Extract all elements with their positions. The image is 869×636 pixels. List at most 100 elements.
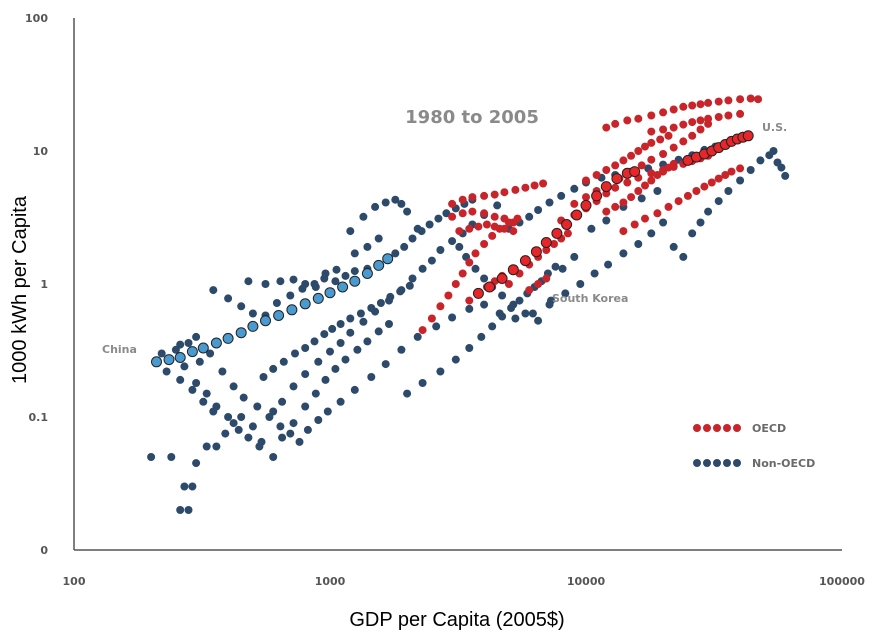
point-oecd-5 bbox=[458, 269, 467, 278]
point-oecd-51 bbox=[602, 123, 611, 132]
point-oecd-141 bbox=[525, 286, 534, 295]
point-oecd-14 bbox=[458, 195, 467, 204]
highlight-point-south-korea-10 bbox=[580, 199, 592, 211]
point-non-oecd-80 bbox=[286, 429, 295, 438]
y-tick-label-3: 10 bbox=[33, 145, 49, 158]
highlight-point-china-8 bbox=[247, 320, 259, 332]
point-oecd-60 bbox=[696, 100, 705, 109]
point-oecd-69 bbox=[669, 123, 678, 132]
point-oecd-135 bbox=[563, 229, 572, 238]
point-oecd-49 bbox=[696, 125, 705, 134]
point-non-oecd-205 bbox=[209, 407, 218, 416]
point-non-oecd-4 bbox=[180, 482, 189, 491]
point-oecd-136 bbox=[465, 296, 474, 305]
point-oecd-94 bbox=[641, 214, 649, 223]
y-tick-labels: 0 0.1 1 10 100 bbox=[25, 12, 48, 557]
point-oecd-44 bbox=[647, 155, 656, 164]
point-non-oecd-108 bbox=[679, 252, 688, 261]
point-non-oecd-162 bbox=[328, 324, 337, 333]
point-non-oecd-103 bbox=[619, 249, 628, 258]
point-oecd-25 bbox=[468, 207, 477, 216]
point-oecd-38 bbox=[582, 193, 590, 202]
point-non-oecd-94 bbox=[480, 300, 489, 309]
y-tick-label-2: 1 bbox=[40, 278, 48, 291]
point-non-oecd-208 bbox=[403, 389, 412, 398]
point-non-oecd-59 bbox=[331, 277, 340, 286]
point-non-oecd-49 bbox=[209, 286, 218, 295]
y-tick-label-1: 0.1 bbox=[29, 411, 49, 424]
point-oecd-110 bbox=[634, 187, 643, 195]
highlight-point-china-12 bbox=[299, 298, 311, 310]
x-tick-label-0: 100 bbox=[63, 575, 86, 588]
point-oecd-21 bbox=[530, 181, 539, 190]
point-non-oecd-141 bbox=[244, 433, 253, 442]
point-non-oecd-147 bbox=[311, 389, 320, 398]
point-oecd-142 bbox=[534, 280, 543, 288]
point-non-oecd-194 bbox=[602, 216, 611, 225]
x-tick-labels: 100 1000 10000 100000 bbox=[63, 575, 866, 588]
point-oecd-19 bbox=[511, 185, 520, 194]
point-non-oecd-176 bbox=[434, 214, 443, 223]
highlight-point-south-korea-2 bbox=[496, 273, 508, 284]
point-non-oecd-122 bbox=[534, 206, 543, 214]
point-non-oecd-38 bbox=[346, 227, 355, 236]
point-non-oecd-140 bbox=[234, 425, 243, 434]
point-non-oecd-188 bbox=[521, 309, 530, 318]
point-non-oecd-48 bbox=[374, 234, 383, 243]
legend-marker-oecd-2 bbox=[713, 424, 721, 432]
point-non-oecd-93 bbox=[465, 304, 474, 313]
point-non-oecd-160 bbox=[310, 337, 319, 346]
point-non-oecd-166 bbox=[367, 304, 376, 312]
point-non-oecd-39 bbox=[359, 212, 368, 221]
point-oecd-2 bbox=[436, 302, 445, 311]
point-non-oecd-172 bbox=[400, 242, 409, 251]
point-non-oecd-184 bbox=[480, 274, 489, 283]
point-non-oecd-165 bbox=[356, 309, 365, 318]
point-non-oecd-192 bbox=[570, 252, 579, 261]
point-oecd-71 bbox=[688, 118, 697, 127]
legend: OECD Non-OECD bbox=[693, 422, 815, 470]
point-non-oecd-207 bbox=[195, 357, 204, 366]
point-non-oecd-82 bbox=[303, 425, 312, 434]
legend-marker-non-oecd-3 bbox=[723, 459, 731, 467]
point-oecd-56 bbox=[659, 108, 668, 117]
legend-marker-non-oecd-2 bbox=[713, 459, 721, 467]
point-non-oecd-76 bbox=[239, 393, 248, 402]
point-non-oecd-149 bbox=[331, 364, 340, 373]
point-non-oecd-55 bbox=[286, 291, 295, 300]
point-oecd-34 bbox=[490, 222, 499, 231]
point-oecd-45 bbox=[659, 150, 668, 158]
point-non-oecd-1 bbox=[167, 453, 176, 461]
highlight-point-china-10 bbox=[273, 310, 285, 321]
point-non-oecd-81 bbox=[295, 437, 304, 446]
x-tick-label-1: 1000 bbox=[315, 575, 346, 588]
point-non-oecd-119 bbox=[781, 171, 790, 180]
point-oecd-99 bbox=[692, 187, 701, 195]
legend-marker-oecd-4 bbox=[733, 424, 741, 432]
point-oecd-75 bbox=[724, 111, 733, 120]
point-oecd-125 bbox=[647, 138, 656, 147]
point-non-oecd-146 bbox=[301, 402, 310, 411]
point-non-oecd-199 bbox=[171, 345, 180, 354]
point-non-oecd-198 bbox=[157, 349, 166, 358]
point-oecd-73 bbox=[704, 114, 713, 123]
point-non-oecd-100 bbox=[576, 280, 585, 288]
point-oecd-26 bbox=[480, 209, 489, 218]
point-non-oecd-193 bbox=[587, 224, 596, 233]
scatter-clouds bbox=[147, 94, 790, 514]
point-oecd-7 bbox=[471, 249, 480, 258]
point-non-oecd-69 bbox=[321, 269, 330, 278]
point-oecd-20 bbox=[521, 183, 530, 192]
point-non-oecd-70 bbox=[332, 265, 341, 274]
point-oecd-30 bbox=[455, 227, 464, 236]
point-oecd-128 bbox=[504, 280, 513, 288]
annotation-south-korea: South Korea bbox=[552, 292, 628, 305]
highlight-point-south-korea-7 bbox=[551, 227, 563, 239]
point-non-oecd-159 bbox=[301, 344, 310, 352]
point-non-oecd-8 bbox=[212, 442, 221, 451]
point-oecd-3 bbox=[444, 291, 453, 300]
highlight-point-china-9 bbox=[260, 315, 271, 327]
point-non-oecd-37 bbox=[525, 212, 534, 221]
point-non-oecd-102 bbox=[604, 260, 613, 269]
